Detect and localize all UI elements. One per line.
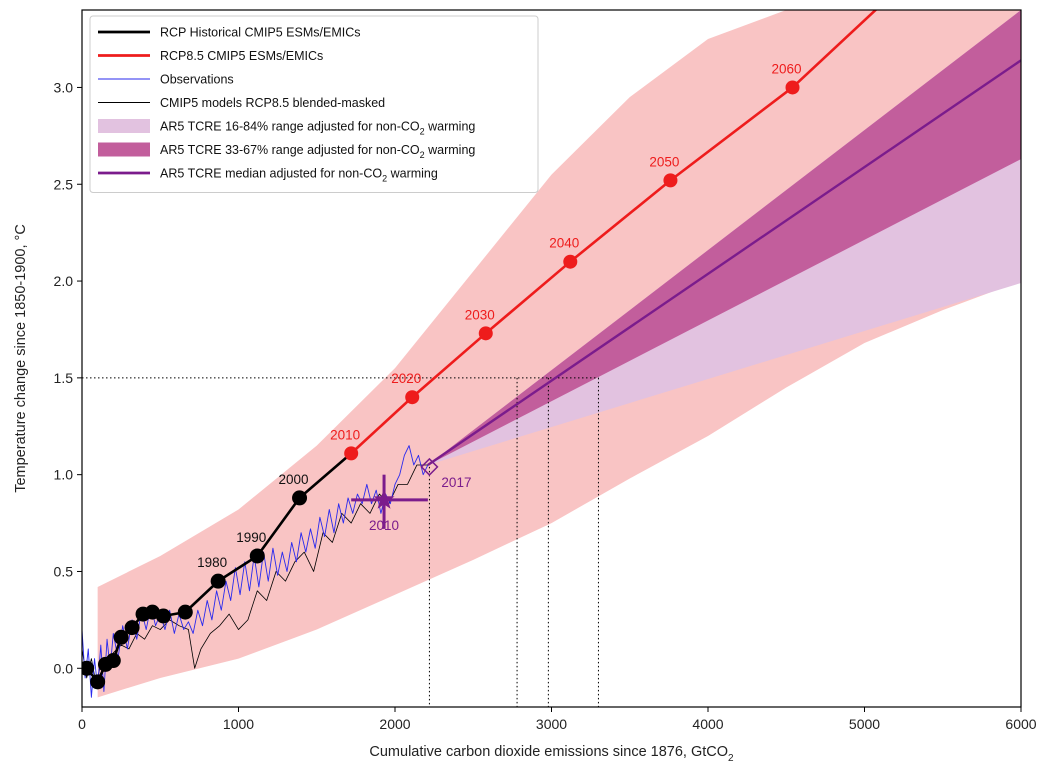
x-axis-title-subscript: 2 — [728, 753, 734, 764]
y-tick-label: 0.0 — [54, 660, 74, 676]
decade-label-1980: 1980 — [197, 555, 227, 570]
legend-label-observations: Observations — [160, 73, 234, 87]
legend-label-historical: RCP Historical CMIP5 ESMs/EMICs — [160, 26, 361, 40]
historical-point — [155, 608, 171, 624]
historical-point — [177, 604, 193, 620]
decade-label-2040: 2040 — [549, 236, 579, 251]
historical-point — [90, 674, 106, 690]
x-tick-label: 4000 — [692, 716, 723, 732]
legend-label-text: AR5 TCRE 16-84% range adjusted for non-C… — [160, 120, 420, 134]
legend-swatch-tcre_16_84 — [98, 119, 150, 133]
legend-label-tail: warming — [425, 120, 476, 134]
historical-point — [124, 620, 140, 636]
legend-label-cmip5_blended: CMIP5 models RCP8.5 blended-masked — [160, 96, 385, 110]
x-tick-label: 1000 — [223, 716, 254, 732]
legend-label-subscript: 2 — [382, 174, 387, 184]
y-tick-label: 2.5 — [54, 176, 74, 192]
y-tick-label: 2.0 — [54, 273, 74, 289]
obs-2010-star — [373, 488, 395, 509]
historical-point — [249, 548, 265, 564]
decade-label-1990: 1990 — [236, 530, 266, 545]
legend-label-text: AR5 TCRE 33-67% range adjusted for non-C… — [160, 143, 420, 157]
decade-label-2050: 2050 — [649, 154, 679, 169]
rcp85-point — [663, 173, 678, 188]
legend-label-subscript: 2 — [420, 127, 425, 137]
x-axis-title-main: Cumulative carbon dioxide emissions sinc… — [369, 744, 728, 760]
y-tick-label: 1.5 — [54, 370, 74, 386]
y-axis-ticks: 0.0 0.5 1.0 1.5 2.0 2.5 3.0 — [54, 79, 82, 676]
historical-point — [105, 653, 121, 669]
rcp85-point — [405, 390, 420, 405]
x-tick-label: 0 — [78, 716, 86, 732]
reference-lines — [82, 377, 599, 707]
legend-label-text: Observations — [160, 73, 234, 87]
legend-label-subscript: 2 — [420, 150, 425, 160]
legend-label-tail: warming — [425, 143, 476, 157]
band-tcre_33_67 — [427, 10, 1021, 465]
y-tick-label: 1.0 — [54, 467, 74, 483]
legend-label-tcre_16_84: AR5 TCRE 16-84% range adjusted for non-C… — [160, 120, 475, 137]
rcp85-point — [478, 326, 493, 341]
y-tick-label: 3.0 — [54, 79, 74, 95]
range-bands — [97, 10, 1021, 698]
rcp85-point — [785, 80, 800, 95]
rcp85-point — [563, 254, 578, 269]
obs-2017-diamond — [420, 457, 439, 476]
series-line-tcre_median — [427, 59, 1021, 466]
legend-label-tcre_33_67: AR5 TCRE 33-67% range adjusted for non-C… — [160, 143, 475, 160]
x-tick-label: 6000 — [1005, 716, 1036, 732]
decade-label-2060: 2060 — [771, 61, 801, 76]
legend-label-text: RCP Historical CMIP5 ESMs/EMICs — [160, 26, 361, 40]
y-axis-title: Temperature change since 1850-1900, °C — [13, 224, 29, 493]
y-tick-label: 0.5 — [54, 563, 74, 579]
decade-markers: 1980 1990 2000 2010 2020 2030 2040 2050 2060 — [82, 61, 802, 690]
x-axis-ticks: 0 1000 2000 3000 4000 5000 6000 — [78, 707, 1037, 732]
legend-label-tail: warming — [387, 167, 438, 181]
legend: RCP Historical CMIP5 ESMs/EMICs RCP8.5 CM… — [89, 15, 539, 193]
historical-point — [210, 573, 226, 589]
obs-label-2017: 2017 — [441, 475, 471, 490]
series-line-observations — [82, 445, 429, 698]
decade-label-2010: 2010 — [330, 427, 360, 442]
historical-point — [292, 490, 308, 506]
historical-point — [113, 629, 129, 645]
legend-label-text: CMIP5 models RCP8.5 blended-masked — [160, 96, 385, 110]
legend-label-text: AR5 TCRE median adjusted for non-CO — [160, 167, 382, 181]
x-tick-label: 3000 — [536, 716, 567, 732]
decade-label-2000: 2000 — [279, 472, 309, 487]
observed-markers: 2010 2017 — [351, 457, 471, 533]
decade-label-2020: 2020 — [391, 371, 421, 386]
legend-box — [89, 15, 539, 193]
x-axis-title: Cumulative carbon dioxide emissions sinc… — [369, 744, 734, 764]
historical-point — [82, 660, 95, 676]
x-tick-label: 5000 — [849, 716, 880, 732]
legend-label-text: RCP8.5 CMIP5 ESMs/EMICs — [160, 49, 323, 63]
decade-label-2030: 2030 — [465, 307, 495, 322]
legend-label-tcre_median: AR5 TCRE median adjusted for non-CO2 war… — [160, 167, 438, 184]
legend-swatch-tcre_33_67 — [98, 142, 150, 157]
band-rcp85_range — [97, 10, 1021, 698]
x-tick-label: 2000 — [379, 716, 410, 732]
obs-label-2010: 2010 — [369, 518, 399, 533]
legend-label-rcp85: RCP8.5 CMIP5 ESMs/EMICs — [160, 49, 323, 63]
rcp85-point — [344, 446, 359, 461]
